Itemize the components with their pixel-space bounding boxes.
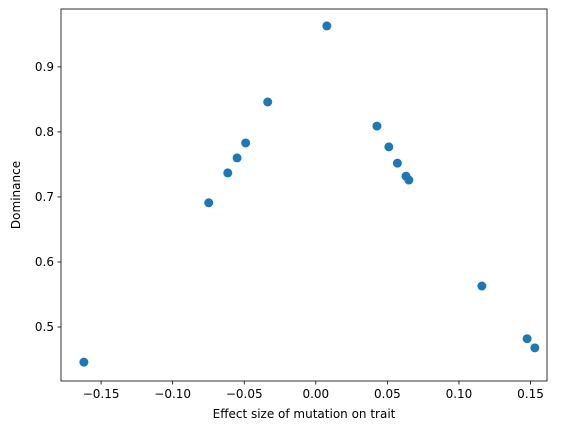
scatter-point [232,153,242,163]
y-axis-label: Dominance [9,161,23,229]
y-tick-label: 0.8 [35,125,54,139]
x-tick-label: 0.05 [374,387,401,401]
y-tick-label: 0.5 [35,320,54,334]
scatter-point [404,175,414,185]
scatter-point [392,158,402,168]
scatter-point [204,198,214,208]
scatter-point [384,142,394,152]
x-tick-label: 0.15 [517,387,544,401]
x-tick-label: 0.10 [446,387,473,401]
scatter-point [223,168,233,178]
x-tick-label: −0.05 [226,387,263,401]
scatter-point [522,334,532,344]
scatter-point [263,97,273,107]
x-axis-label: Effect size of mutation on trait [213,407,396,421]
x-tick-label: 0.00 [302,387,329,401]
scatter-point [241,138,251,148]
x-tick-label: −0.10 [154,387,191,401]
scatter-point [530,343,540,353]
y-tick-label: 0.9 [35,60,54,74]
y-tick-label: 0.6 [35,255,54,269]
scatter-point [477,281,487,291]
scatter-point [322,21,332,31]
scatter-point [372,121,382,131]
x-tick-label: −0.15 [83,387,120,401]
y-tick-label: 0.7 [35,190,54,204]
scatter-point [79,357,89,367]
plot-frame [60,8,548,382]
